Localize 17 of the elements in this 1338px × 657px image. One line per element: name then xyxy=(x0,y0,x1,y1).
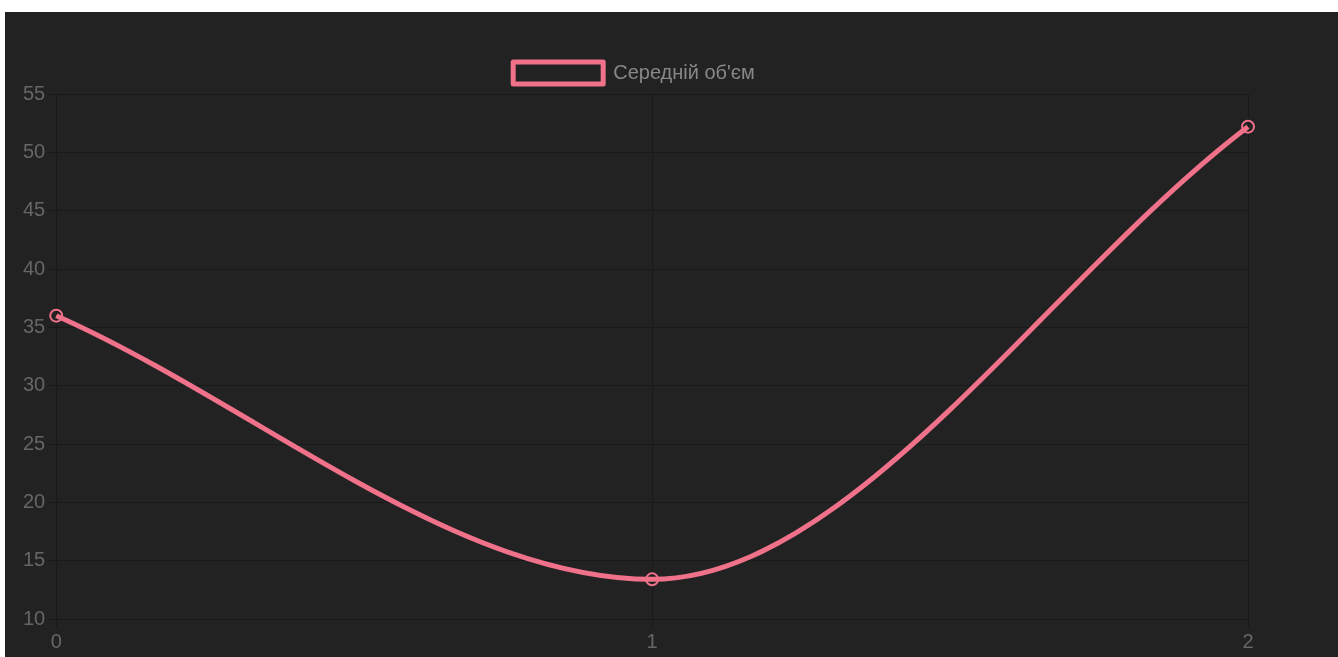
y-tick-label: 45 xyxy=(23,198,46,221)
point xyxy=(645,572,660,587)
y-tick-label: 50 xyxy=(23,139,46,162)
y-tick-label: 55 xyxy=(23,81,46,104)
point xyxy=(49,308,64,323)
point xyxy=(1241,119,1255,134)
y-tick-label: 30 xyxy=(23,373,46,396)
y-tick-label: 25 xyxy=(23,431,46,454)
y-tick-label: 40 xyxy=(23,256,46,279)
y-tick-label: 20 xyxy=(23,489,46,512)
legend-label: Середній об'єм xyxy=(613,60,755,83)
x-tick-label: 2 xyxy=(1242,629,1254,652)
y-tick-label: 35 xyxy=(23,314,46,337)
y-tick-label: 10 xyxy=(23,606,46,629)
x-tick-label: 1 xyxy=(646,629,658,652)
x-tick-label: 0 xyxy=(50,629,62,652)
y-tick-label: 15 xyxy=(23,548,46,571)
